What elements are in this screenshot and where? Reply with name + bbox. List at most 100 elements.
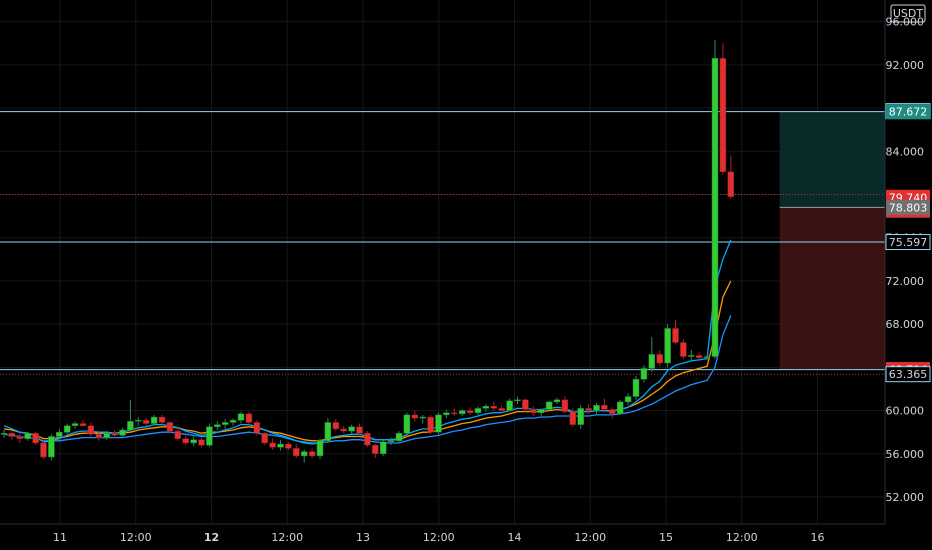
candle-body [119,429,126,436]
horizontal-levels [0,111,885,375]
price-label: 78.803 [889,201,928,214]
candle-body [135,420,142,422]
candle-body [419,416,426,419]
time-tick: 12:00 [726,531,758,544]
candle-body [695,355,703,358]
candle-body [577,408,584,425]
candle-body [214,424,221,428]
candle-body [174,430,182,439]
candle-body [411,414,419,419]
candle-body [624,396,632,403]
price-label-box [885,234,931,251]
price-tick: 60.000 [886,405,925,418]
candle-body [293,448,300,457]
time-tick: 13 [356,531,370,544]
candle-body [48,436,55,458]
candle-body [95,434,103,438]
candle-body [632,378,640,397]
time-tick: 11 [53,531,67,544]
price-label-box [886,104,930,120]
candle-body [537,409,545,413]
candle-body [648,354,656,369]
candle-body [277,443,284,448]
candle-body [285,443,292,449]
time-tick: 12:00 [574,531,606,544]
candle-body [63,425,71,433]
candle-body [443,412,450,416]
candle-body [522,399,529,410]
candle-body [356,426,363,434]
price-label: 63.365 [889,368,928,381]
candle-body [387,440,395,443]
candle-body [727,171,735,197]
price-label: 75.597 [889,236,928,249]
candle-body [664,328,671,364]
candle-body [300,451,308,457]
currency-label: USDT [893,7,924,20]
candle-body [561,399,569,412]
candle-body [530,409,537,413]
stop-zone [779,207,885,370]
candle-body [719,58,727,173]
currency-badge[interactable] [890,4,926,23]
candle-body [427,416,434,433]
candle-body [656,354,663,364]
candle-body [672,328,679,343]
candle-body [569,411,577,425]
time-tick: 14 [508,531,522,544]
price-tick: 92.000 [886,59,925,72]
time-tick: 15 [659,531,673,544]
candle-body [372,444,379,455]
candle-body [435,414,442,433]
candle-body [711,58,719,357]
candle-body [458,410,466,415]
price-tick: 72.000 [886,275,925,288]
price-tick: 96.000 [886,16,925,29]
candle-body [111,432,118,436]
candle-body [79,423,87,426]
candle-body [269,442,276,448]
price-tick: 56.000 [886,448,925,461]
candle-body [16,436,24,439]
candle-body [40,442,47,458]
candle-body [332,422,340,430]
candle-body [182,438,189,444]
candle-body [166,422,174,432]
price-labels: 87.71387.67279.74021:1778.80375.59763.79… [885,103,931,383]
time-tick: 12:00 [423,531,455,544]
candle-body [0,432,8,435]
candle-body [490,405,498,409]
candle-body [506,400,513,411]
candle-body [593,404,600,411]
candle-body [466,410,474,413]
price-axis[interactable]: USDT [884,0,926,524]
candle-body [8,432,16,437]
candle-body [340,428,347,432]
candle-body [24,432,31,439]
time-tick: 12:00 [271,531,303,544]
time-tick: 12 [204,531,219,544]
candle-body [150,416,158,424]
candle-body [32,432,39,444]
candle-body [451,412,458,415]
candle-body [348,426,355,432]
time-axis[interactable]: 11 12:00 12 12:00 13 12:00 14 12:00 15 12:00 16 [0,523,885,544]
candle-body [545,401,553,410]
price-tick: 52.000 [886,491,925,504]
price-label-box [885,366,931,383]
candle-body [308,451,316,457]
candle-body [237,413,245,421]
candle-body [142,420,150,424]
candle-body [514,399,521,402]
candle-body [245,413,253,423]
candle-body [316,440,324,457]
target-zone [779,111,885,208]
price-tick: 68.000 [886,318,925,331]
candle-body [158,416,166,423]
candle-body [261,432,268,444]
grid-lines [0,0,885,524]
candle-body [198,439,205,446]
candle-body [585,408,592,411]
